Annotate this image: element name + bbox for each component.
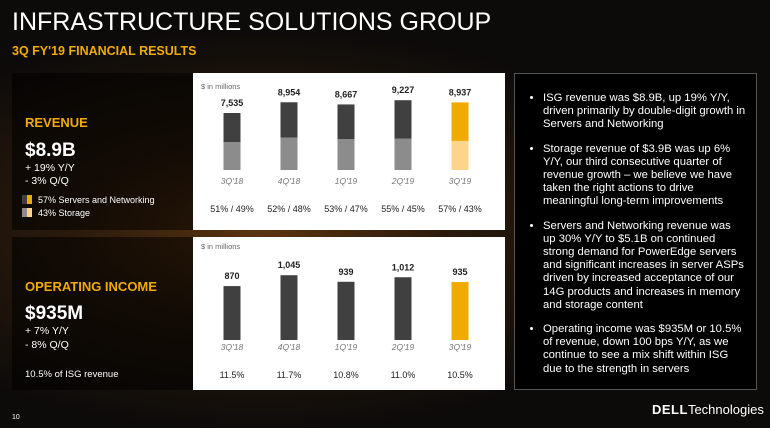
rate-label: 10.5%	[447, 370, 473, 380]
bar-segment	[337, 139, 355, 170]
revenue-label: REVENUE	[25, 115, 88, 130]
x-tick-label: 4Q'18	[278, 176, 301, 186]
legend: 57% Servers and Networking 43% Storage	[22, 195, 155, 218]
legend-swatch	[27, 195, 32, 204]
operating-chart: $ in millions 870 3Q'18 11.5% 1,045 4Q'18 11.7…	[193, 237, 505, 390]
total-label: 8,667	[335, 89, 358, 99]
x-tick-label: 3Q'19	[449, 342, 472, 352]
bar-segment	[451, 140, 469, 170]
value-label: 870	[224, 271, 239, 281]
rate-label: 10.8%	[333, 370, 359, 380]
bullet: ISG revenue was $8.9B, up 19% Y/Y, drive…	[543, 92, 746, 132]
revenue-chart: $ in millions 7,535 3Q'18 51% / 49% 8,954 4Q'…	[193, 73, 505, 230]
operating-panel	[12, 237, 193, 390]
bar-segment	[223, 113, 241, 143]
total-label: 8,937	[449, 87, 472, 97]
bar-segment	[394, 138, 412, 170]
total-label: 9,227	[392, 85, 415, 95]
x-tick-label: 2Q'19	[391, 342, 415, 352]
total-label: 8,954	[278, 87, 301, 97]
rate-label: 11.5%	[220, 370, 245, 380]
revenue-yoy: + 19% Y/Y	[25, 162, 75, 174]
legend-swatch	[27, 208, 32, 217]
bar	[223, 286, 241, 340]
bar	[280, 275, 298, 340]
bar-segment	[280, 137, 298, 170]
x-tick-label: 1Q'19	[335, 176, 358, 186]
x-tick-label: 4Q'18	[278, 342, 301, 352]
legend-label: 43% Storage	[38, 208, 90, 218]
mix-label: 57% / 43%	[438, 204, 482, 214]
bar	[451, 282, 469, 340]
bar	[394, 277, 412, 340]
bar-segment	[280, 102, 298, 138]
page-number: 10	[12, 414, 20, 421]
value-label: 1,045	[278, 260, 301, 270]
revenue-amount: $8.9B	[25, 140, 76, 161]
bullet: Servers and Networking revenue was up 30…	[543, 220, 746, 312]
operating-amount: $935M	[25, 303, 84, 324]
operating-qoq: - 8% Q/Q	[25, 339, 69, 351]
total-label: 7,535	[221, 98, 244, 108]
unit-note: $ in millions	[201, 82, 240, 91]
bullet: Storage revenue of $3.9B was up 6% Y/Y, …	[543, 143, 746, 209]
x-tick-label: 2Q'19	[391, 176, 415, 186]
legend-swatch	[22, 208, 27, 217]
x-tick-label: 1Q'19	[335, 342, 358, 352]
value-label: 1,012	[392, 262, 415, 272]
title: INFRASTRUCTURE SOLUTIONS GROUP	[12, 8, 492, 36]
x-tick-label: 3Q'19	[449, 176, 472, 186]
bullet: Operating income was $935M or 10.5% of r…	[543, 323, 746, 376]
brand: DELLTechnologies	[652, 402, 764, 417]
bar	[337, 281, 355, 340]
bar-segment	[394, 100, 412, 139]
rate-label: 11.7%	[277, 370, 302, 380]
x-tick-label: 3Q'18	[221, 342, 244, 352]
brand-name: DELL	[652, 402, 688, 417]
mix-label: 53% / 47%	[324, 204, 368, 214]
bar-segment	[451, 102, 469, 141]
value-label: 935	[452, 267, 467, 277]
operating-note: 10.5% of ISG revenue	[25, 369, 119, 380]
rate-label: 11.0%	[391, 370, 416, 380]
bar-segment	[337, 104, 355, 140]
legend-label: 57% Servers and Networking	[38, 195, 155, 205]
commentary-panel: ISG revenue was $8.9B, up 19% Y/Y, drive…	[514, 73, 757, 390]
brand-suffix: Technologies	[687, 402, 764, 417]
bar-segment	[223, 142, 241, 170]
x-tick-label: 3Q'18	[221, 176, 244, 186]
mix-label: 55% / 45%	[381, 204, 425, 214]
unit-note: $ in millions	[201, 242, 240, 251]
bullet-list: ISG revenue was $8.9B, up 19% Y/Y, drive…	[529, 92, 746, 376]
mix-label: 51% / 49%	[210, 204, 254, 214]
operating-label: OPERATING INCOME	[25, 279, 157, 294]
revenue-qoq: - 3% Q/Q	[25, 175, 69, 187]
mix-label: 52% / 48%	[267, 204, 311, 214]
revenue-panel	[12, 73, 193, 230]
subtitle: 3Q FY'19 FINANCIAL RESULTS	[12, 44, 197, 58]
legend-swatch	[22, 195, 27, 204]
operating-yoy: + 7% Y/Y	[25, 325, 69, 337]
value-label: 939	[338, 267, 353, 277]
